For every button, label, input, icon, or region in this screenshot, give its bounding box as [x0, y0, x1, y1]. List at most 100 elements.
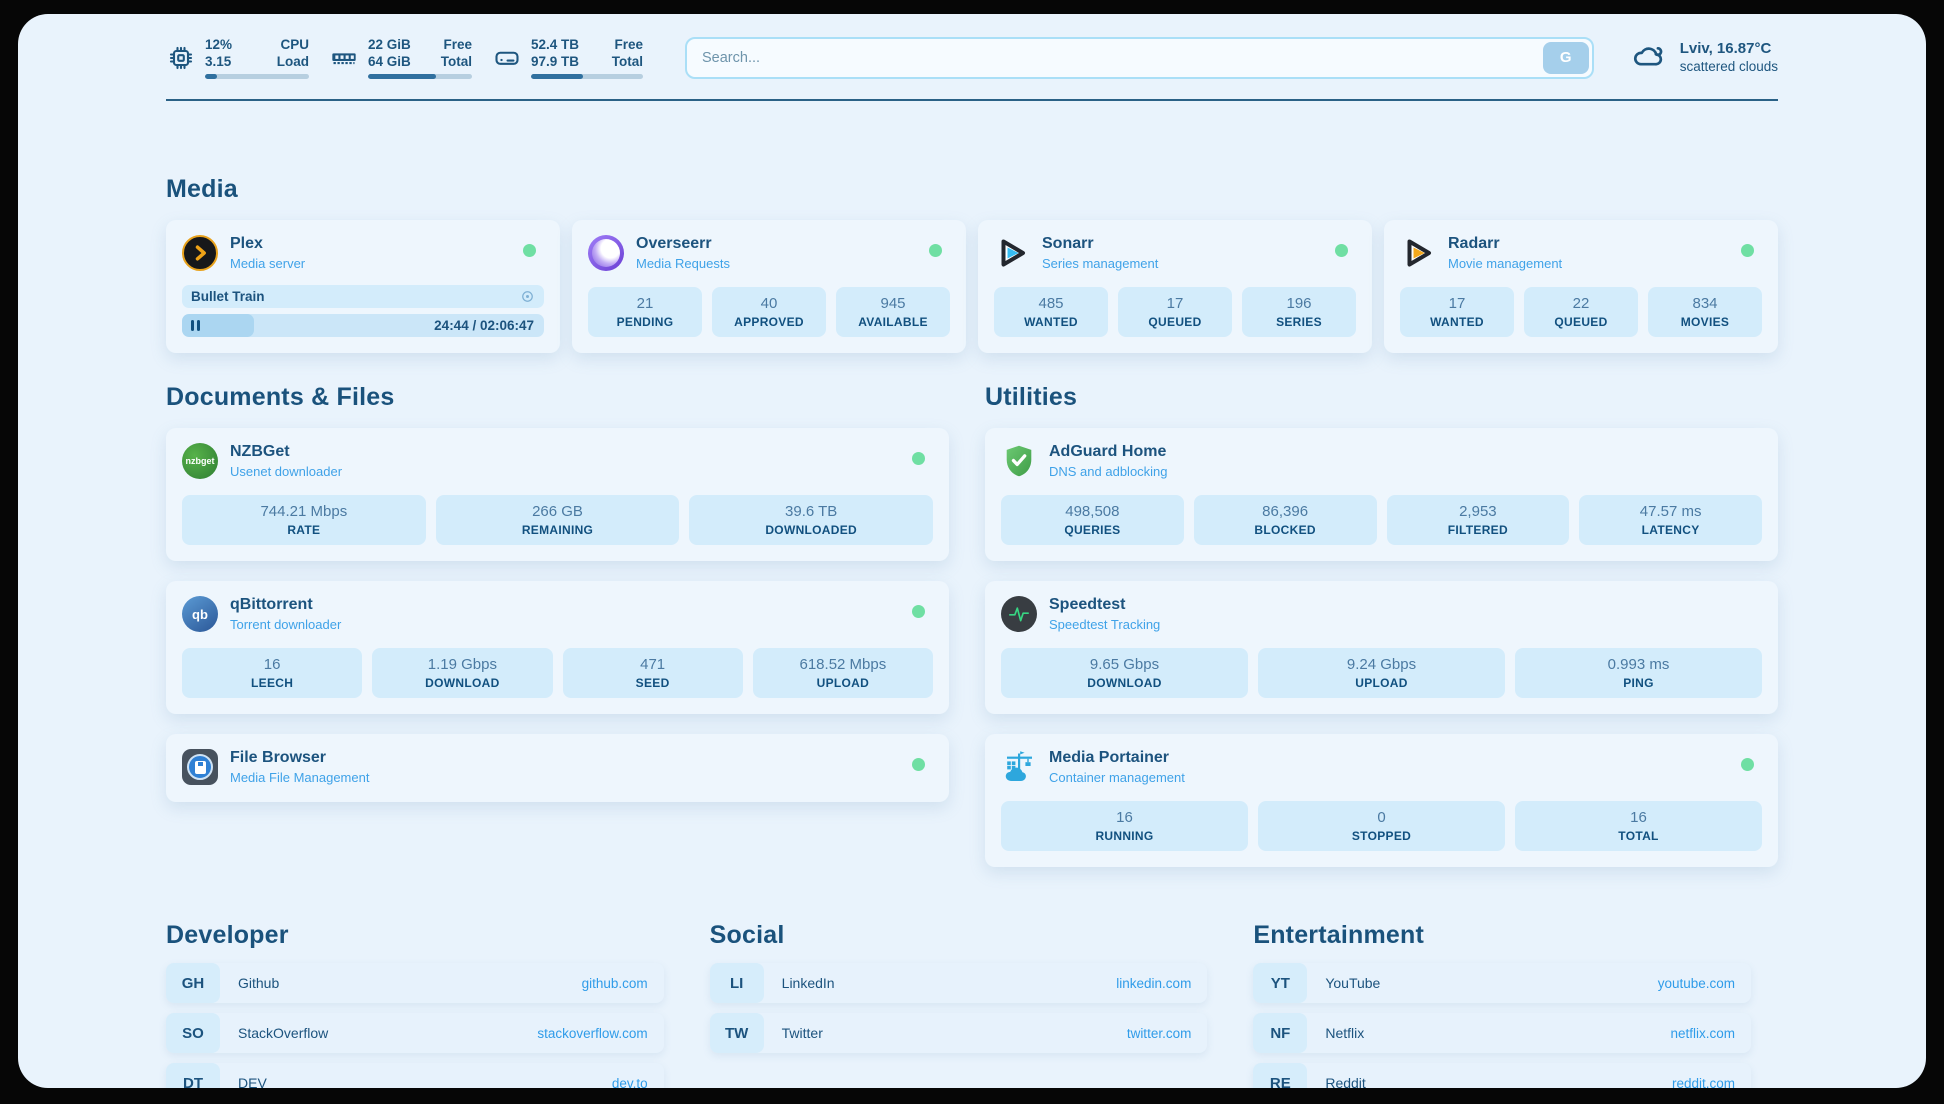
stat-value: 17 — [1166, 295, 1184, 312]
cloud-icon — [1628, 38, 1668, 77]
service-card-nzbget[interactable]: nzbget NZBGet Usenet downloader 744.21 M… — [166, 428, 949, 561]
stat-value: 498,508 — [1065, 503, 1120, 520]
stat-value: 9.24 Gbps — [1346, 656, 1417, 673]
overseerr-icon — [588, 235, 624, 271]
adguard-icon — [1001, 443, 1037, 479]
stat-pending: 21 PENDING — [588, 287, 702, 337]
service-name: qBittorrent — [230, 596, 313, 613]
service-description: Movie management — [1448, 256, 1563, 271]
stat-value: 471 — [640, 656, 666, 673]
portainer-icon — [1001, 749, 1037, 785]
service-card-plex[interactable]: Plex Media server Bullet Train 24:44 / 0 — [166, 220, 560, 353]
stat-label: QUERIES — [1064, 523, 1121, 537]
playback-progressbar: 24:44 / 02:06:47 — [182, 314, 544, 337]
service-card-adguard[interactable]: AdGuard Home DNS and adblocking 498,508 … — [985, 428, 1778, 561]
stat-label: LATENCY — [1641, 523, 1700, 537]
nzbget-icon: nzbget — [182, 443, 218, 479]
stat-label: BLOCKED — [1254, 523, 1316, 537]
stat-downloaded: 39.6 TB DOWNLOADED — [689, 495, 934, 545]
service-card-sonarr[interactable]: Sonarr Series management 485 WANTED 17 Q… — [978, 220, 1372, 353]
memory-widget: 22 GiB 64 GiB Free Total — [329, 36, 472, 79]
search-provider-button[interactable]: G — [1542, 41, 1589, 74]
bookmark-stackoverflow[interactable]: SO StackOverflow stackoverflow.com — [166, 1013, 664, 1053]
stat-value: 16 — [263, 656, 281, 673]
service-description: Media Requests — [636, 256, 730, 271]
stat-download: 1.19 Gbps DOWNLOAD — [372, 648, 553, 698]
service-description: Series management — [1042, 256, 1159, 271]
stat-label: MOVIES — [1680, 315, 1730, 329]
bookmark-url: netflix.com — [1670, 1025, 1735, 1041]
service-name: Speedtest — [1049, 596, 1126, 613]
bookmark-url: dev.to — [611, 1075, 648, 1089]
stat-value: 16 — [1630, 809, 1647, 826]
stat-latency: 47.57 ms LATENCY — [1579, 495, 1762, 545]
search-input[interactable] — [685, 36, 1594, 79]
stat-ping: 0.993 ms PING — [1515, 648, 1762, 698]
cpu-usage-value: 12% — [205, 37, 233, 52]
bookmark-netflix[interactable]: NF Netflix netflix.com — [1253, 1013, 1751, 1053]
bookmark-github[interactable]: GH Github github.com — [166, 963, 664, 1003]
service-name: NZBGet — [230, 443, 290, 460]
bookmark-url: stackoverflow.com — [537, 1025, 648, 1041]
speedtest-icon — [1001, 596, 1037, 632]
bookmark-twitter[interactable]: TW Twitter twitter.com — [709, 1013, 1208, 1053]
stat-seed: 471 SEED — [562, 648, 743, 698]
section-title-documents: Documents & Files — [166, 383, 395, 411]
bookmark-name: YouTube — [1325, 975, 1381, 991]
service-name: Sonarr — [1042, 235, 1094, 252]
bookmark-group-entertainment: Entertainment YT YouTube youtube.com NF … — [1253, 921, 1751, 1088]
status-dot — [912, 452, 925, 465]
stat-value: 22 — [1572, 295, 1590, 312]
stat-available: 945 AVAILABLE — [836, 287, 950, 337]
section-title-entertainment: Entertainment — [1253, 921, 1425, 949]
stat-upload: 618.52 Mbps UPLOAD — [752, 648, 933, 698]
stat-queries: 498,508 QUERIES — [1001, 495, 1184, 545]
status-dot — [912, 758, 925, 771]
service-card-portainer[interactable]: Media Portainer Container management 16 … — [985, 734, 1778, 867]
disk-total-label: Total — [611, 54, 643, 69]
now-playing-title: Bullet Train — [191, 289, 265, 304]
stat-queued: 22 QUEUED — [1524, 287, 1638, 337]
bookmark-abbr: SO — [166, 1013, 220, 1053]
service-card-radarr[interactable]: Radarr Movie management 17 WANTED 22 QUE… — [1384, 220, 1778, 353]
stat-stopped: 0 STOPPED — [1258, 801, 1505, 851]
disk-widget: 52.4 TB 97.9 TB Free Total — [492, 36, 643, 79]
service-card-filebrowser[interactable]: File Browser Media File Management — [166, 734, 949, 802]
bookmark-reddit[interactable]: RE Reddit reddit.com — [1253, 1063, 1751, 1088]
stat-queued: 17 QUEUED — [1118, 287, 1232, 337]
bookmark-dev[interactable]: DT DEV dev.to — [166, 1063, 664, 1088]
service-name: Overseerr — [636, 235, 712, 252]
service-card-qbittorrent[interactable]: qb qBittorrent Torrent downloader 16 LEE… — [166, 581, 949, 714]
stat-label: DOWNLOAD — [1087, 676, 1162, 690]
bookmark-youtube[interactable]: YT YouTube youtube.com — [1253, 963, 1751, 1003]
bookmark-name: DEV — [238, 1075, 267, 1088]
top-bar: 12% 3.15 CPU Load — [166, 14, 1778, 79]
stat-label: TOTAL — [1618, 829, 1659, 843]
stat-value: 39.6 TB — [785, 503, 838, 520]
stat-total: 16 TOTAL — [1515, 801, 1762, 851]
stat-value: 86,396 — [1262, 503, 1309, 520]
section-documents: Documents & Files nzbget NZBGet Usenet d… — [166, 383, 949, 867]
stat-label: PENDING — [616, 315, 674, 329]
sonarr-icon — [994, 235, 1030, 271]
memory-icon — [329, 44, 359, 72]
cpu-progressbar — [205, 74, 309, 79]
stat-value: 1.19 Gbps — [427, 656, 497, 673]
bookmark-linkedin[interactable]: LI LinkedIn linkedin.com — [709, 963, 1208, 1003]
bookmark-group-social: Social LI LinkedIn linkedin.com TW Twitt… — [709, 921, 1208, 1088]
status-dot — [523, 244, 536, 257]
bookmark-abbr: YT — [1253, 963, 1308, 1003]
stat-label: APPROVED — [734, 315, 804, 329]
stat-download: 9.65 Gbps DOWNLOAD — [1001, 648, 1248, 698]
cpu-label: CPU — [280, 37, 309, 52]
cpu-load-value: 3.15 — [205, 54, 232, 69]
service-description: Speedtest Tracking — [1049, 617, 1161, 632]
service-card-overseerr[interactable]: Overseerr Media Requests 21 PENDING 40 A… — [572, 220, 966, 353]
stat-value: 17 — [1448, 295, 1466, 312]
stat-value: 16 — [1116, 809, 1133, 826]
disk-free-label: Free — [614, 37, 643, 52]
stat-value: 0.993 ms — [1607, 656, 1670, 673]
service-card-speedtest[interactable]: Speedtest Speedtest Tracking 9.65 Gbps D… — [985, 581, 1778, 714]
stat-label: FILTERED — [1447, 523, 1508, 537]
bookmarks-area: Developer GH Github github.com SO StackO… — [166, 921, 1751, 1088]
